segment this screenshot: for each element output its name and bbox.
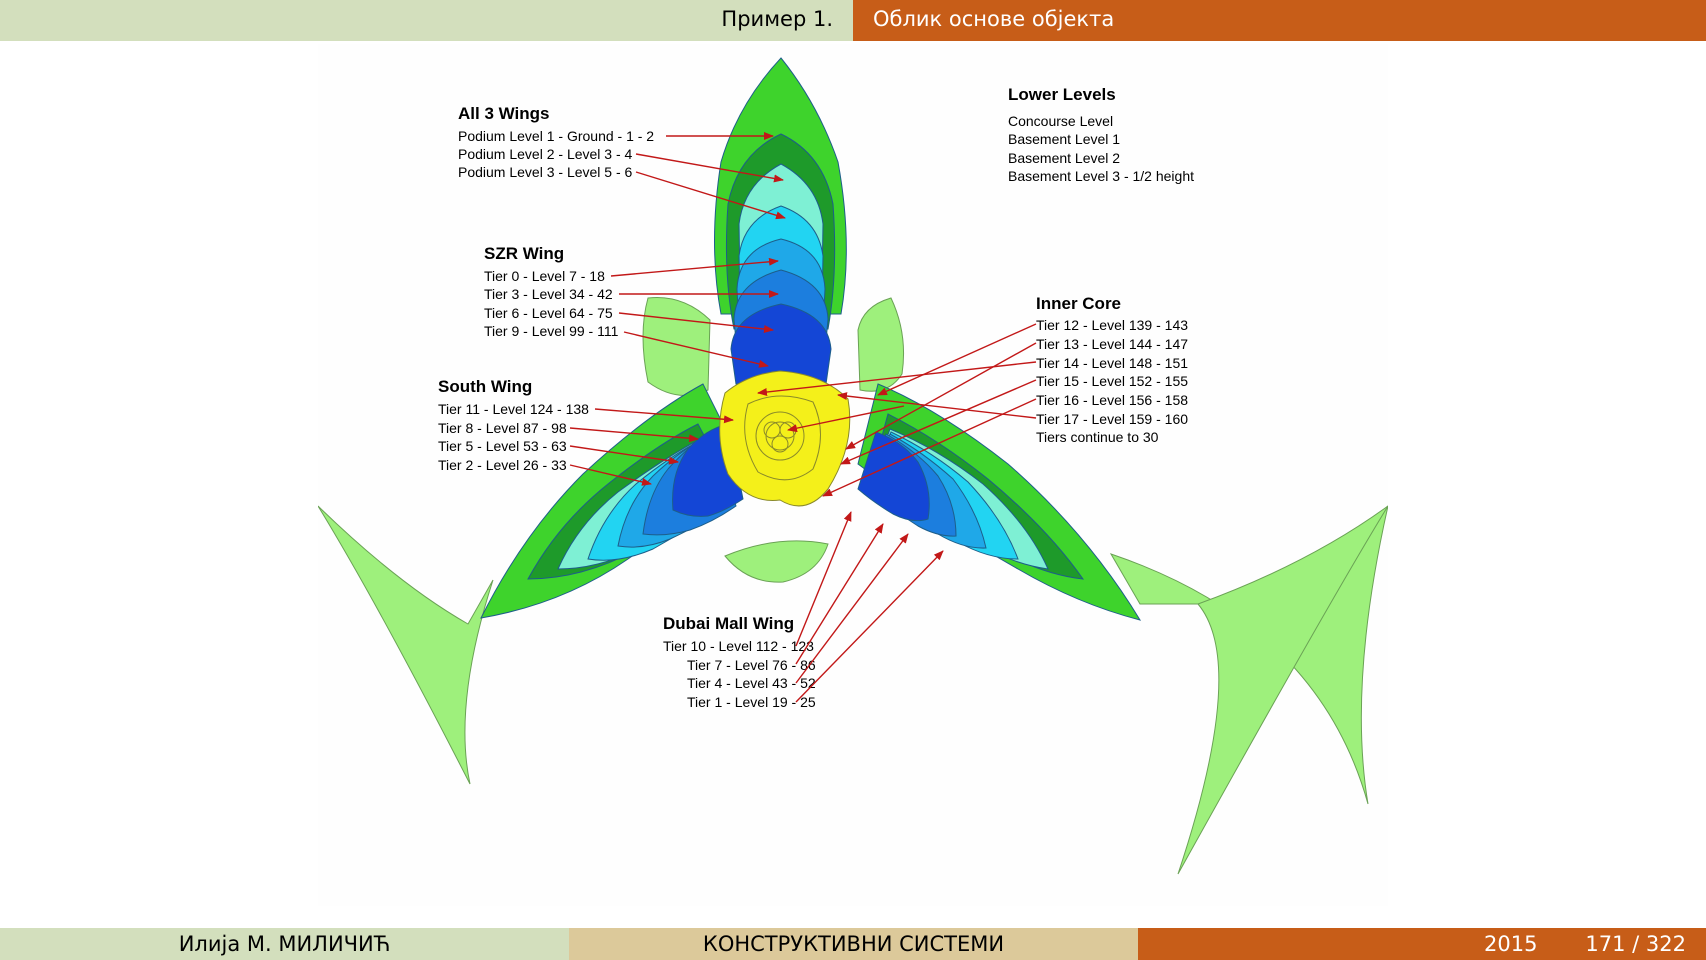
szr-wing-item-2: Tier 3 - Level 34 - 42	[484, 286, 613, 302]
south-wing-item-4: Tier 2 - Level 26 - 33	[438, 457, 567, 473]
all-wings-item-3: Podium Level 3 - Level 5 - 6	[458, 164, 633, 180]
label-group-all-wings: All 3 Wings Podium Level 1 - Ground - 1 …	[458, 104, 654, 180]
burj-khalifa-plan-diagram: All 3 Wings Podium Level 1 - Ground - 1 …	[318, 44, 1388, 906]
inner-core-item-1: Tier 12 - Level 139 - 143	[1036, 317, 1188, 333]
floor-plan-figure: All 3 Wings Podium Level 1 - Ground - 1 …	[318, 44, 1388, 906]
all-wings-item-2: Podium Level 2 - Level 3 - 4	[458, 146, 633, 162]
podium-lobe-nw	[643, 297, 710, 395]
footer-bar: Илија М. МИЛИЧИЋ КОНСТРУКТИВНИ СИСТЕМИ 2…	[0, 928, 1706, 960]
north-wing	[715, 58, 847, 384]
inner-core-item-5: Tier 16 - Level 156 - 158	[1036, 392, 1188, 408]
arrow-dubai-1	[796, 512, 851, 646]
inner-core-title: Inner Core	[1036, 294, 1121, 313]
inner-core-item-6: Tier 17 - Level 159 - 160	[1036, 411, 1188, 427]
label-group-dubai-mall-wing: Dubai Mall Wing Tier 10 - Level 112 - 12…	[663, 614, 816, 710]
page-number: 171 / 322	[1585, 928, 1686, 960]
podium-spike-west	[318, 506, 493, 784]
lower-levels-item-2: Basement Level 1	[1008, 131, 1120, 147]
south-wing-item-2: Tier 8 - Level 87 - 98	[438, 420, 567, 436]
dubai-mall-wing-item-2: Tier 7 - Level 76 - 86	[687, 657, 816, 673]
label-group-south-wing: South Wing Tier 11 - Level 124 - 138 Tie…	[438, 377, 589, 473]
lower-levels-item-1: Concourse Level	[1008, 113, 1113, 129]
footer-year: 2015	[1484, 928, 1537, 960]
inner-core-item-2: Tier 13 - Level 144 - 147	[1036, 336, 1188, 352]
inner-core-item-4: Tier 15 - Level 152 - 155	[1036, 373, 1188, 389]
label-group-lower-levels: Lower Levels Concourse Level Basement Le…	[1008, 85, 1194, 184]
inner-core-item-3: Tier 14 - Level 148 - 151	[1036, 355, 1188, 371]
south-wing-item-3: Tier 5 - Level 53 - 63	[438, 438, 567, 454]
lower-levels-item-3: Basement Level 2	[1008, 150, 1120, 166]
lower-levels-title: Lower Levels	[1008, 85, 1116, 104]
dubai-mall-wing-title: Dubai Mall Wing	[663, 614, 794, 633]
szr-wing-item-4: Tier 9 - Level 99 - 111	[484, 323, 619, 339]
lower-levels-item-4: Basement Level 3 - 1/2 height	[1008, 168, 1194, 184]
footer-author: Илија М. МИЛИЧИЋ	[0, 928, 569, 960]
dubai-mall-wing-item-1: Tier 10 - Level 112 - 123	[663, 638, 814, 654]
footer-course-title: КОНСТРУКТИВНИ СИСТЕМИ	[569, 928, 1138, 960]
szr-wing-item-1: Tier 0 - Level 7 - 18	[484, 268, 605, 284]
inner-core-item-7: Tiers continue to 30	[1036, 429, 1159, 445]
subsection-title: Облик основе објекта	[853, 0, 1706, 41]
header-bar: Пример 1. Облик основе објекта	[0, 0, 1706, 41]
all-wings-item-1: Podium Level 1 - Ground - 1 - 2	[458, 128, 654, 144]
footer-info: 2015 171 / 322	[1138, 928, 1706, 960]
inner-core	[720, 371, 850, 506]
arrow-dubai-4	[796, 551, 943, 702]
south-wing-title: South Wing	[438, 377, 532, 396]
szr-wing-title: SZR Wing	[484, 244, 564, 263]
section-title: Пример 1.	[0, 0, 853, 41]
south-wing-item-1: Tier 11 - Level 124 - 138	[438, 401, 589, 417]
podium-lobe-s	[725, 541, 828, 582]
label-group-szr-wing: SZR Wing Tier 0 - Level 7 - 18 Tier 3 - …	[484, 244, 619, 339]
all-wings-title: All 3 Wings	[458, 104, 549, 123]
szr-wing-item-3: Tier 6 - Level 64 - 75	[484, 305, 613, 321]
label-group-inner-core: Inner Core Tier 12 - Level 139 - 143 Tie…	[1036, 294, 1188, 445]
